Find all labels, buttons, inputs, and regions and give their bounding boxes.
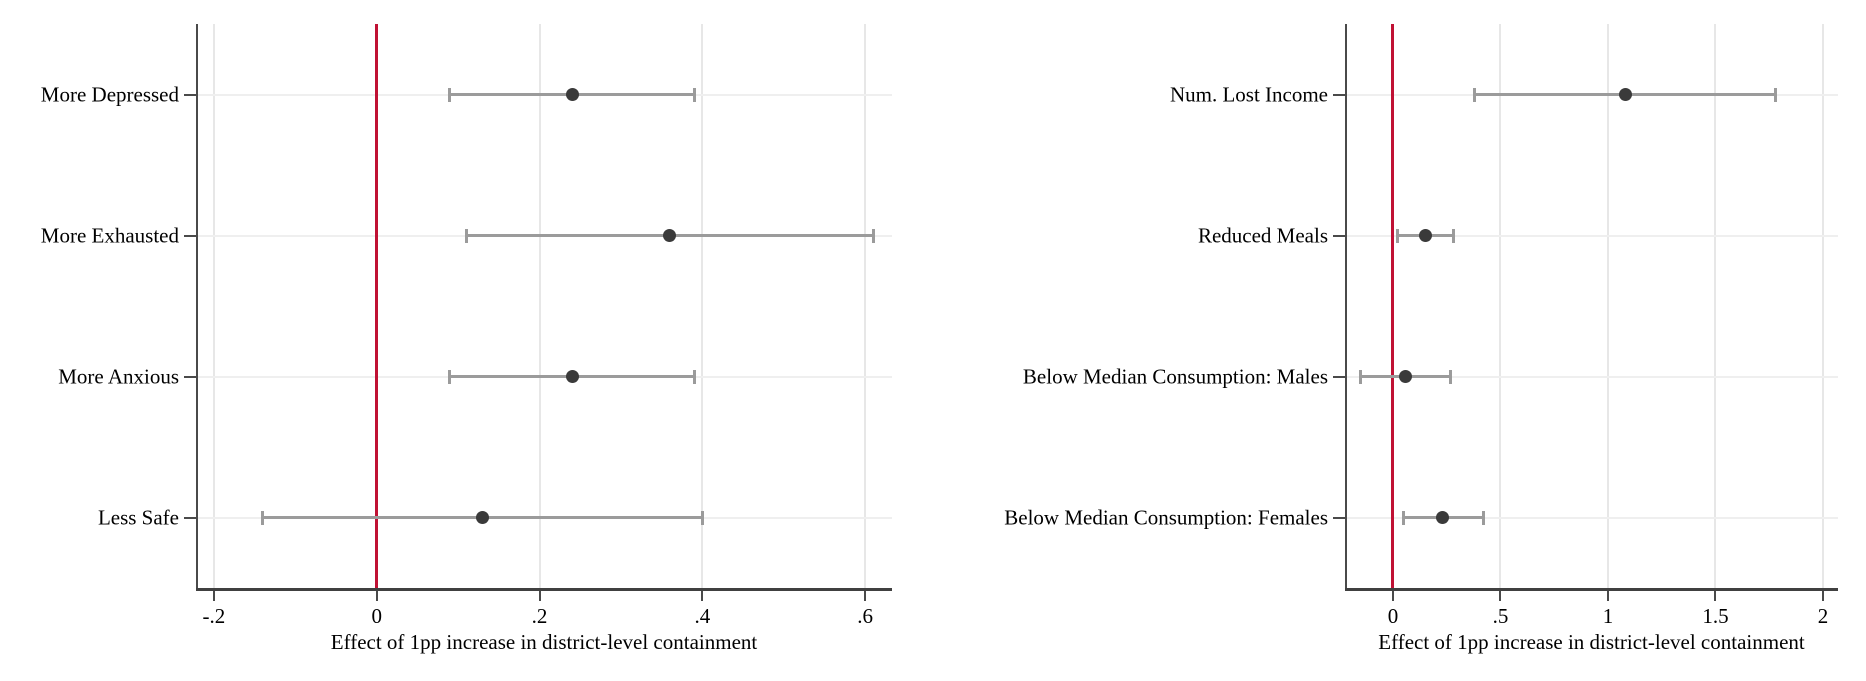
- y-axis-line: [1345, 24, 1347, 591]
- x-axis-tick: [212, 591, 215, 601]
- x-axis-tick: [1821, 591, 1824, 601]
- y-axis-tick: [1333, 375, 1345, 378]
- x-tick-label: .6: [857, 604, 873, 628]
- y-axis-tick: [184, 234, 196, 237]
- x-axis-tick: [701, 591, 704, 601]
- y-axis-tick: [184, 93, 196, 96]
- x-axis-tick: [375, 591, 378, 601]
- x-axis-tick: [1606, 591, 1609, 601]
- x-gridline: [1606, 24, 1609, 588]
- confidence-interval-cap-right: [1451, 228, 1455, 243]
- x-axis-tick: [1391, 591, 1394, 601]
- zero-reference-line: [375, 24, 379, 588]
- category-label: Less Safe: [97, 505, 179, 529]
- x-axis-title-right: Effect of 1pp increase in district-level…: [1378, 630, 1805, 654]
- confidence-interval-cap-right: [692, 87, 696, 102]
- confidence-interval-cap-left: [1402, 510, 1406, 525]
- point-estimate-marker: [1399, 370, 1413, 383]
- y-axis-tick: [1333, 93, 1345, 96]
- x-axis-tick: [1499, 591, 1502, 601]
- x-tick-label: 1: [1602, 604, 1614, 628]
- confidence-interval-cap-right: [700, 510, 704, 525]
- x-axis-tick: [1714, 591, 1717, 601]
- x-axis-title-left: Effect of 1pp increase in district-level…: [330, 630, 758, 654]
- category-label: More Depressed: [40, 82, 179, 106]
- confidence-interval-cap-right: [692, 369, 696, 384]
- confidence-interval-cap-left: [1359, 369, 1363, 384]
- confidence-interval-cap-left: [448, 369, 452, 384]
- confidence-interval-cap-left: [261, 510, 265, 525]
- x-gridline: [1499, 24, 1502, 588]
- y-axis-tick: [184, 375, 196, 378]
- y-axis-tick: [1333, 516, 1345, 519]
- x-tick-label: -.2: [202, 604, 226, 628]
- x-gridline: [1821, 24, 1824, 588]
- category-gridline: [1345, 234, 1838, 237]
- category-gridline: [1345, 375, 1838, 378]
- point-estimate-marker: [565, 88, 579, 101]
- category-label: Num. Lost Income: [1169, 82, 1328, 106]
- confidence-interval-cap-right: [1481, 510, 1485, 525]
- y-axis-tick: [184, 516, 196, 519]
- point-estimate-marker: [1435, 511, 1449, 524]
- point-estimate-marker: [1418, 229, 1432, 242]
- confidence-interval-cap-left: [448, 87, 452, 102]
- x-axis-tick: [538, 591, 541, 601]
- x-tick-label: 1.5: [1702, 604, 1729, 628]
- category-gridline: [1345, 516, 1838, 519]
- x-tick-label: 2: [1817, 604, 1829, 628]
- x-axis-tick: [864, 591, 867, 601]
- confidence-interval-cap-left: [1395, 228, 1399, 243]
- x-tick-label: .5: [1492, 604, 1509, 628]
- x-gridline: [538, 24, 541, 588]
- category-label: Below Median Consumption: Males: [1022, 364, 1328, 388]
- x-gridline: [1714, 24, 1717, 588]
- category-label: Below Median Consumption: Females: [1004, 505, 1328, 529]
- point-estimate-marker: [565, 370, 579, 383]
- category-label: Reduced Meals: [1197, 223, 1328, 247]
- x-tick-label: 0: [371, 604, 382, 628]
- category-label: More Exhausted: [40, 223, 179, 247]
- x-gridline: [864, 24, 867, 588]
- x-tick-label: 0: [1387, 604, 1399, 628]
- x-axis-line: [1345, 588, 1838, 591]
- category-label: More Anxious: [58, 364, 179, 388]
- point-estimate-marker: [663, 229, 677, 242]
- x-tick-label: .2: [531, 604, 548, 628]
- x-gridline: [212, 24, 215, 588]
- confidence-interval-cap-right: [1449, 369, 1453, 384]
- point-estimate-marker: [476, 511, 490, 524]
- y-axis-line: [196, 24, 198, 591]
- x-axis-line: [196, 588, 892, 591]
- x-gridline: [701, 24, 704, 588]
- zero-reference-line: [1391, 24, 1395, 588]
- confidence-interval-cap-left: [464, 228, 468, 243]
- confidence-interval-cap-right: [871, 228, 875, 243]
- point-estimate-marker: [1618, 88, 1632, 101]
- y-axis-tick: [1333, 234, 1345, 237]
- confidence-interval-cap-left: [1473, 87, 1477, 102]
- confidence-interval-cap-right: [1774, 87, 1778, 102]
- x-tick-label: .4: [694, 604, 711, 628]
